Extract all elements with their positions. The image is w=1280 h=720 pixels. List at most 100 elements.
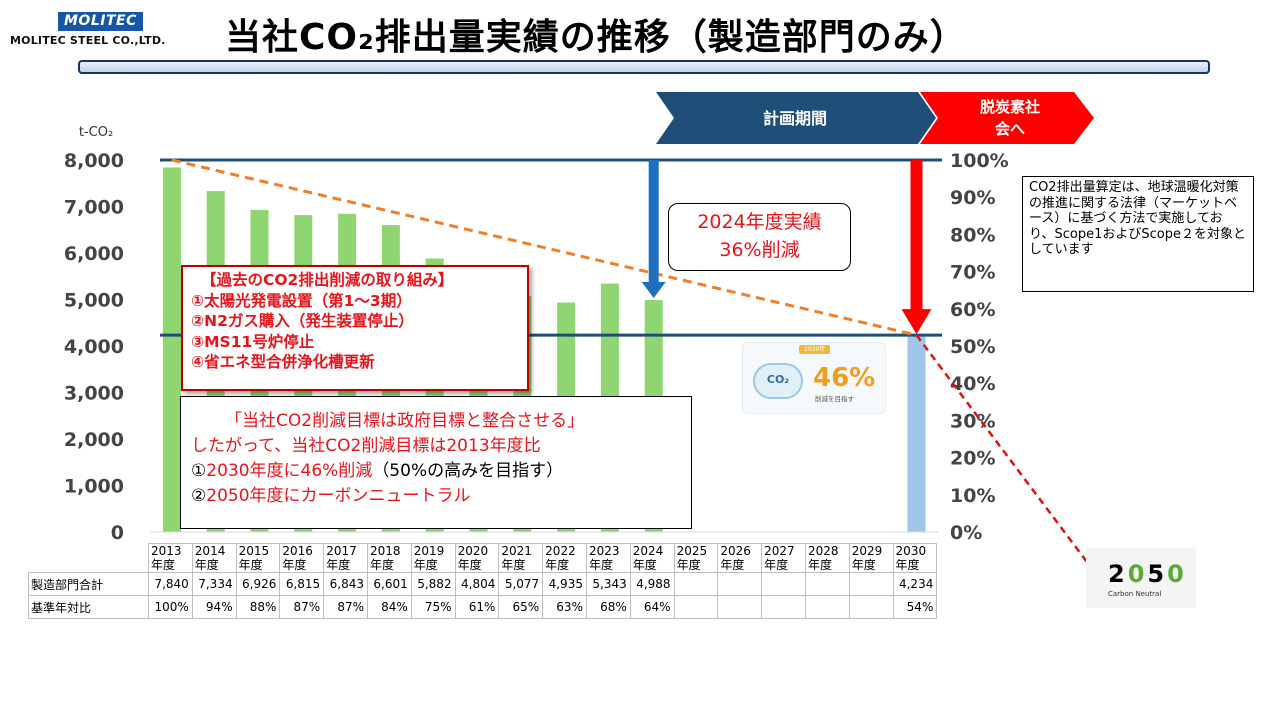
table-cell: 100% [148, 595, 193, 619]
year-number: 2015 [238, 544, 270, 559]
target-line-3: ①2030年度に46%削減（50%の高みを目指す） [191, 459, 681, 484]
year-suffix: 年度 [194, 558, 219, 572]
reduction-arrow-2030 [910, 160, 923, 312]
plan-period-banner [656, 92, 936, 144]
year-suffix: 年度 [720, 558, 745, 572]
bar-2030 [907, 335, 926, 532]
year-number: 2014 [194, 544, 226, 559]
carbon-neutral-2050-logo: 2050 Carbon Neutral [1086, 548, 1196, 608]
result-label: 2024年度実績 [697, 211, 822, 233]
table-cell: 6,926 [235, 572, 281, 596]
year-number: 2020 [457, 544, 489, 559]
y-tick-label: 2,000 [64, 429, 124, 451]
target-2030: 2030年度に46%削減 [206, 461, 373, 481]
y-tick-label: 0 [111, 522, 124, 544]
table-cell: 4,804 [454, 572, 500, 596]
effort-item: ①太陽光発電設置（第1～3期） [191, 291, 412, 310]
cn-caption: Carbon Neutral [1108, 590, 1162, 598]
target-line-4: ②2050年度にカーボンニュートラル [191, 484, 681, 509]
table-cell: 65% [498, 595, 544, 619]
y2-tick-label: 60% [950, 299, 995, 321]
table-year-header: 2025 年度 [673, 543, 719, 573]
year-suffix: 年度 [369, 558, 394, 572]
y2-tick-label: 0% [950, 522, 982, 544]
target-num-2: ② [191, 486, 207, 506]
y2-tick-label: 100% [950, 150, 1009, 172]
table-cell: 6,815 [279, 572, 325, 596]
table-row: 基準年対比 100% 94% 88% 87% 87% 84% 75% 61% 65% 63% 68% 6… [28, 595, 938, 619]
target-line-2: したがって、当社CO2削減目標は2013年度比 [191, 436, 541, 456]
page-title: 当社CO₂排出量実績の推移（製造部門のみ） [225, 17, 967, 58]
plan-period-label: 計画期間 [763, 109, 827, 128]
badge-sub: 削減を目指す [815, 395, 854, 403]
table-cell: 7,334 [191, 572, 237, 596]
table-year-header: 2030 年度 [892, 543, 938, 573]
y-tick-label: 3,000 [64, 383, 124, 405]
target-num-1: ① [191, 461, 207, 481]
bar-2013 [162, 167, 181, 532]
year-suffix: 年度 [238, 558, 263, 572]
table-year-header: 2015 年度 [235, 543, 281, 573]
data-table: 2013 年度 2014 年度 2015 年度 2016 年度 2017 年度 2018 年度 2019… [28, 543, 938, 619]
y-tick-label: 4,000 [64, 336, 124, 358]
year-number: 2026 [720, 544, 751, 559]
table-cell: 6,601 [366, 572, 412, 596]
table-cell: 4,988 [629, 572, 675, 596]
target-2050: 2050年度にカーボンニュートラル [206, 486, 471, 506]
table-cell: 68% [585, 595, 631, 619]
cn-digit: 2 [1108, 560, 1128, 588]
table-year-header: 2024 年度 [629, 543, 675, 573]
cn-digit-green: 0 [1127, 560, 1148, 588]
table-year-header: 2013 年度 [148, 543, 193, 573]
target-2030-note: （50%の高みを目指す） [372, 461, 564, 481]
year-suffix: 年度 [457, 558, 482, 572]
table-cell [804, 595, 850, 619]
trend-line-2050 [915, 334, 1091, 567]
year-number: 2019 [413, 544, 445, 559]
reduction-arrowhead-2024 [641, 282, 666, 299]
decarbon-label-2: 会へ [995, 120, 1025, 138]
table-cell [848, 595, 894, 619]
calculation-note: CO2排出量算定は、地球温暖化対策の推進に関する法律（マーケットベース）に基づく… [1022, 176, 1254, 292]
table-cell: 6,843 [323, 572, 368, 596]
table-cell: 88% [235, 595, 281, 619]
co2-cloud-icon: CO₂ [753, 363, 803, 399]
table-cell [804, 572, 850, 596]
year-number: 2016 [282, 544, 313, 559]
year-suffix: 年度 [764, 558, 789, 572]
table-corner [29, 544, 149, 573]
table-cell [717, 572, 763, 596]
table-cell: 61% [454, 595, 500, 619]
table-cell [717, 595, 763, 619]
y2-tick-label: 70% [950, 262, 995, 284]
table-year-header: 2014 年度 [191, 543, 237, 573]
year-suffix: 年度 [632, 558, 657, 572]
y2-tick-label: 50% [950, 336, 995, 358]
cn-digit-green: 0 [1167, 560, 1187, 588]
table-year-header: 2020 年度 [454, 543, 500, 573]
table-year-header: 2023 年度 [585, 543, 631, 573]
badge-tag: 2030年 [799, 345, 831, 354]
cn-digit: 5 [1147, 560, 1168, 588]
effort-item: ③MS11号炉停止 [191, 332, 315, 351]
y-tick-label: 6,000 [64, 243, 124, 265]
table-year-header: 2018 年度 [366, 543, 412, 573]
table-cell: 63% [542, 595, 587, 619]
table-year-header: 2029 年度 [848, 543, 894, 573]
year-suffix: 年度 [282, 558, 307, 572]
table-row-label: 製造部門合計 [28, 572, 149, 596]
y2-tick-label: 30% [950, 410, 995, 432]
table-year-header: 2028 年度 [804, 543, 850, 573]
table-cell: 7,840 [148, 572, 193, 596]
year-number: 2022 [545, 544, 576, 559]
table-row-label: 基準年対比 [28, 595, 149, 619]
table-year-header: 2026 年度 [717, 543, 763, 573]
table-cell: 64% [629, 595, 675, 619]
year-number: 2017 [326, 544, 357, 559]
table-cell: 5,077 [498, 572, 544, 596]
year-suffix: 年度 [413, 558, 438, 572]
table-cell: 94% [191, 595, 237, 619]
past-efforts-box: 【過去のCO2排出削減の取り組み】 ①太陽光発電設置（第1～3期） ②N2ガス購… [181, 265, 529, 391]
effort-item: ④省エネ型合併浄化槽更新 [191, 353, 375, 371]
table-year-header: 2019 年度 [410, 543, 456, 573]
